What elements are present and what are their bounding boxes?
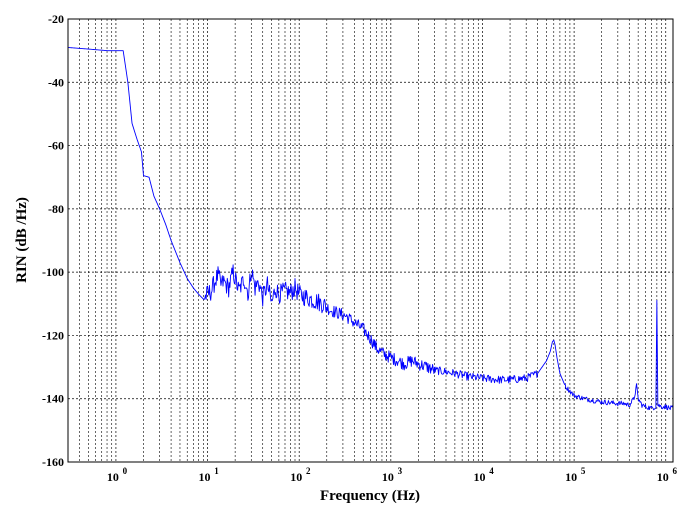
x-tick-label: 10 (565, 470, 577, 484)
series-line (67, 47, 674, 411)
y-tick-label: -20 (48, 12, 64, 26)
x-tick-label: 10 (199, 470, 211, 484)
x-tick-exponent: 4 (489, 466, 494, 476)
x-tick-label: 10 (657, 470, 669, 484)
y-tick-label: -120 (42, 328, 64, 342)
series-group (67, 47, 674, 411)
x-axis-label: Frequency (Hz) (320, 488, 420, 504)
x-tick-exponent: 1 (214, 466, 219, 476)
x-tick-exponent: 0 (123, 466, 128, 476)
plot-frame (67, 18, 674, 463)
x-tick-exponent: 6 (672, 466, 677, 476)
x-tick-exponent: 5 (581, 466, 586, 476)
y-tick-label: -60 (48, 139, 64, 153)
y-axis-label: RIN (dB /Hz) (14, 197, 30, 283)
x-tick-label: 10 (107, 470, 119, 484)
y-tick-label: -140 (42, 392, 64, 406)
y-tick-label: -160 (42, 455, 64, 469)
x-tick-exponent: 2 (306, 466, 311, 476)
x-tick-exponent: 3 (398, 466, 403, 476)
x-tick-labels: 10 0 10 1 10 2 10 3 10 4 10 5 10 6 (107, 466, 678, 484)
y-tick-labels: -20 -40 -60 -80 -100 -120 -140 -160 (42, 12, 64, 469)
grid-major (68, 19, 673, 462)
x-tick-label: 10 (382, 470, 394, 484)
y-tick-label: -40 (48, 75, 64, 89)
x-tick-label: 10 (290, 470, 302, 484)
y-tick-label: -80 (48, 202, 64, 216)
x-tick-label: 10 (473, 470, 485, 484)
y-tick-label: -100 (42, 265, 64, 279)
